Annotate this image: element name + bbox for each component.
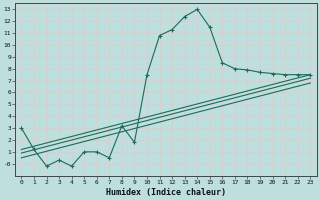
X-axis label: Humidex (Indice chaleur): Humidex (Indice chaleur)	[106, 188, 226, 197]
